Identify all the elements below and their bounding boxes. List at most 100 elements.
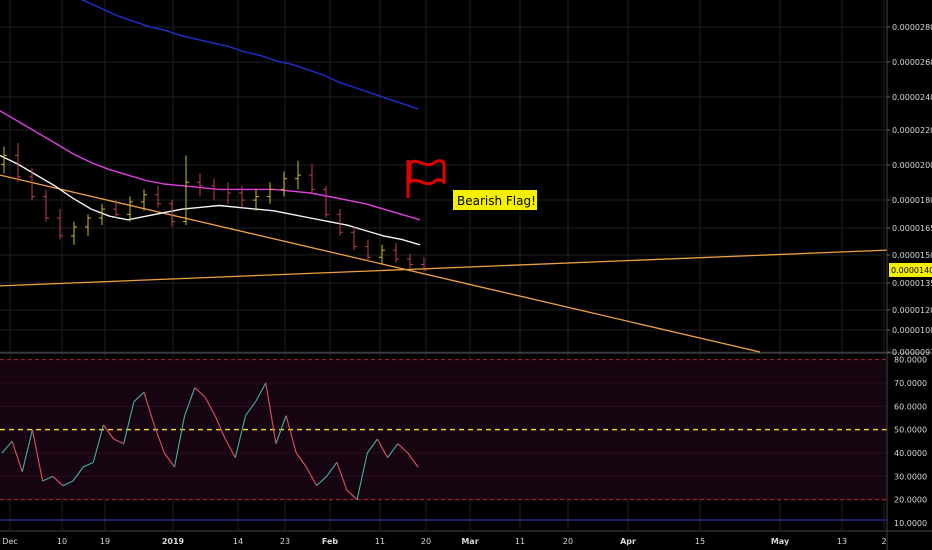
rsi-tick-label: 50.0000 <box>894 426 927 435</box>
rsi-segment <box>42 475 53 482</box>
time-tick-label: Mar <box>461 537 478 546</box>
time-tick-label: 20 <box>563 537 573 546</box>
price-bar <box>183 155 189 226</box>
rsi-segment <box>407 452 419 468</box>
rsi-segment <box>113 438 124 445</box>
time-tick-label: 11 <box>515 537 525 546</box>
time-tick-label: 15 <box>695 537 705 546</box>
moving-average-blue[interactable] <box>55 0 419 110</box>
price-bar <box>29 167 35 201</box>
price-bar <box>85 214 91 236</box>
rsi-tick-label: 40.0000 <box>894 449 927 458</box>
rsi-segment <box>326 462 338 477</box>
trendline-ascending[interactable] <box>0 249 888 287</box>
rsi-tick-label: 30.0000 <box>894 472 927 481</box>
rsi-axis-labels: 80.0000 70.0000 60.0000 50.0000 40.0000 30.00… <box>894 356 927 528</box>
rsi-segment <box>346 489 358 501</box>
rsi-segment <box>245 401 257 416</box>
rsi-segment <box>82 461 94 468</box>
price-bar <box>57 209 63 240</box>
annotation-text: Bearish Flag! <box>457 194 536 208</box>
moving-average-white[interactable] <box>0 154 421 246</box>
price-bar <box>71 221 77 245</box>
price-bar <box>43 189 49 222</box>
rsi-segment <box>336 462 348 491</box>
price-tick-label: 0.00002600 <box>892 58 932 67</box>
rsi-segment <box>11 441 23 472</box>
rsi-panel-background <box>0 359 887 521</box>
time-tick-label: 23 <box>280 537 290 546</box>
time-tick-label: 13 <box>837 537 847 546</box>
price-tick-label: 0.00001080 <box>892 326 932 335</box>
trendlines <box>0 174 888 353</box>
rsi-segment <box>163 452 175 468</box>
price-bar <box>393 243 399 263</box>
rsi-segment <box>214 415 226 440</box>
price-tick-label: 0.00001200 <box>892 306 932 315</box>
price-bar <box>323 185 329 218</box>
price-bar <box>211 178 217 201</box>
price-bar <box>365 239 371 261</box>
price-tick-label: 0.00002000 <box>892 161 932 170</box>
moving-averages <box>0 0 421 246</box>
rsi-segment <box>356 452 368 500</box>
price-bar <box>351 226 357 251</box>
rsi-segment <box>224 438 236 458</box>
time-tick-label: Feb <box>322 537 339 546</box>
rsi-segment <box>153 424 165 454</box>
rsi-segment <box>234 415 247 458</box>
rsi-tick-label: 80.0000 <box>894 356 927 365</box>
price-bar <box>309 164 315 193</box>
rsi-segment <box>204 396 216 416</box>
time-tick-label: 2019 <box>162 537 185 546</box>
price-bar <box>337 209 343 236</box>
rsi-segment <box>255 382 267 402</box>
rsi-segment <box>295 452 307 468</box>
moving-average-magenta[interactable] <box>0 110 421 221</box>
rsi-segment <box>1 440 13 454</box>
time-tick-label: 19 <box>100 537 110 546</box>
price-tick-label: 0.00002400 <box>892 93 932 102</box>
rsi-line <box>1 382 419 501</box>
rsi-tick-label: 60.0000 <box>894 402 927 411</box>
rsi-tick-label: 70.0000 <box>894 379 927 388</box>
price-tick-label: 0.00000970 <box>892 348 932 357</box>
rsi-segment <box>376 438 389 458</box>
price-bar <box>225 182 231 204</box>
time-tick-label: 2 <box>881 537 886 546</box>
time-axis-labels[interactable]: Dec 10 19 2019 14 23 Feb 11 20 Mar 11 20 Apr 15 May 13 2 <box>2 537 886 546</box>
rsi-segment <box>275 415 287 444</box>
time-tick-label: Dec <box>2 537 17 546</box>
rsi-segment <box>92 424 104 463</box>
price-bar <box>421 257 427 272</box>
price-tick-label: 0.00001650 <box>892 224 932 233</box>
rsi-segment <box>316 475 328 487</box>
annotation-label[interactable]: Bearish Flag! <box>453 190 537 210</box>
price-bar <box>155 185 161 208</box>
rsi-segment <box>123 401 135 444</box>
price-bar <box>15 142 21 183</box>
rsi-tick-label: 10.0000 <box>894 519 927 528</box>
trendline-descending[interactable] <box>0 174 761 353</box>
flag-icon <box>406 159 446 198</box>
rsi-segment <box>397 443 409 454</box>
rsi-segment <box>285 415 297 454</box>
rsi-segment <box>265 382 277 444</box>
time-tick-label: Apr <box>620 537 636 546</box>
price-tick-label: 0.00001800 <box>892 196 932 205</box>
price-tick-label: 0.00002800 <box>892 23 932 32</box>
price-axis-labels[interactable]: 0.00002800 0.00002600 0.00002400 0.00002200… <box>887 23 932 357</box>
rsi-segment <box>52 475 64 487</box>
price-bar <box>169 200 175 227</box>
price-bar <box>267 182 273 204</box>
time-tick-label: 11 <box>375 537 385 546</box>
price-bar <box>281 171 287 197</box>
rsi-segment <box>103 424 115 440</box>
time-tick-label: 14 <box>233 537 243 546</box>
rsi-segment <box>366 438 378 454</box>
price-bars <box>1 142 427 272</box>
price-bar <box>113 200 119 218</box>
